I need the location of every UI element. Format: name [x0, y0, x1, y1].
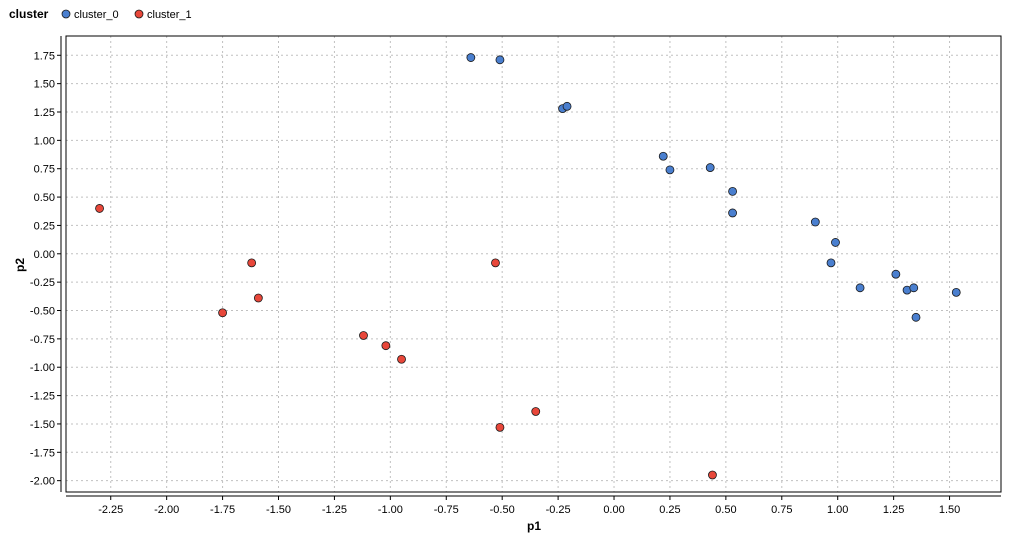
- legend-label-cluster_1: cluster_1: [147, 9, 192, 21]
- y-tick-label: 1.50: [34, 79, 55, 91]
- x-axis-ticks: -2.25 -2.00 -1.75 -1.50 -1.25 -1.00 -0.75 -0.50…: [98, 496, 960, 516]
- legend: cluster cluster_0 cluster_1: [9, 7, 192, 21]
- data-point-cluster_0: [665, 165, 675, 175]
- x-tick-label: -2.00: [154, 504, 179, 516]
- x-tick-label: 1.50: [939, 504, 960, 516]
- data-point-cluster_1: [359, 331, 368, 340]
- data-point-cluster_0: [911, 312, 921, 322]
- x-tick-label: -0.25: [546, 504, 571, 516]
- x-tick-label: 1.00: [827, 504, 848, 516]
- y-tick-label: -1.25: [30, 391, 55, 403]
- data-point-cluster_1: [381, 341, 391, 351]
- data-point-cluster_1: [397, 354, 406, 364]
- x-tick-label: -1.50: [266, 504, 291, 516]
- y-tick-label: 0.00: [34, 249, 55, 261]
- data-point-cluster_0: [891, 269, 901, 279]
- data-points: [95, 53, 961, 480]
- x-tick-label: 0.25: [659, 504, 680, 516]
- y-tick-label: 1.25: [34, 107, 55, 119]
- y-tick-label: 0.75: [34, 164, 55, 176]
- y-tick-label: 1.75: [34, 50, 55, 62]
- y-tick-label: -1.50: [30, 419, 55, 431]
- y-tick-label: 0.25: [34, 220, 55, 232]
- x-tick-label: 1.25: [883, 504, 904, 516]
- data-point-cluster_1: [495, 422, 505, 432]
- grid-lines: [66, 36, 1001, 492]
- data-point-cluster_1: [491, 258, 500, 268]
- legend-title: cluster: [9, 7, 49, 21]
- x-tick-label: -1.00: [378, 504, 403, 516]
- plot-frame: [65, 35, 1002, 493]
- y-axis-ticks: 1.75 1.50 1.25 1.00 0.75 0.50 0.25 0.00 -0.25 -0.…: [30, 50, 61, 488]
- data-point-cluster_0: [831, 238, 840, 247]
- x-tick-label: -1.25: [322, 504, 347, 516]
- data-point-cluster_0: [826, 258, 836, 268]
- data-point-cluster_0: [855, 283, 865, 293]
- legend-items: cluster_0 cluster_1: [61, 9, 192, 21]
- y-tick-label: -0.75: [30, 334, 55, 346]
- legend-marker-cluster_0: [61, 9, 71, 19]
- x-tick-label: -0.75: [434, 504, 459, 516]
- x-axis-label: p1: [527, 519, 541, 533]
- data-point-cluster_1: [708, 470, 717, 480]
- y-tick-label: -0.25: [30, 277, 55, 289]
- x-tick-label: 0.75: [771, 504, 792, 516]
- x-tick-label: 0.00: [603, 504, 624, 516]
- data-point-cluster_0: [466, 53, 476, 62]
- x-tick-label: -1.75: [210, 504, 235, 516]
- y-tick-label: -2.00: [30, 476, 55, 488]
- data-point-cluster_1: [218, 308, 227, 318]
- data-point-cluster_0: [909, 283, 919, 293]
- y-tick-label: 1.00: [34, 135, 55, 147]
- data-point-cluster_0: [495, 55, 505, 65]
- data-point-cluster_0: [562, 101, 572, 111]
- data-point-cluster_1: [253, 293, 263, 303]
- data-point-cluster_0: [728, 187, 737, 196]
- legend-label-cluster_0: cluster_0: [74, 9, 119, 21]
- x-tick-label: -2.25: [98, 504, 123, 516]
- y-axis-label: p2: [13, 258, 27, 272]
- data-point-cluster_0: [658, 151, 668, 161]
- data-point-cluster_0: [810, 217, 820, 227]
- x-tick-label: -0.50: [490, 504, 515, 516]
- y-tick-label: -0.50: [30, 306, 55, 318]
- y-tick-label: -1.00: [30, 362, 55, 374]
- data-point-cluster_1: [531, 407, 541, 416]
- x-tick-label: 0.50: [715, 504, 736, 516]
- y-tick-label: 0.50: [34, 192, 55, 204]
- data-point-cluster_0: [705, 163, 715, 172]
- y-tick-label: -1.75: [30, 447, 55, 459]
- data-point-cluster_0: [951, 287, 961, 297]
- data-point-cluster_1: [95, 204, 104, 213]
- data-point-cluster_0: [728, 208, 737, 218]
- legend-marker-cluster_1: [134, 9, 144, 19]
- data-point-cluster_1: [247, 258, 257, 268]
